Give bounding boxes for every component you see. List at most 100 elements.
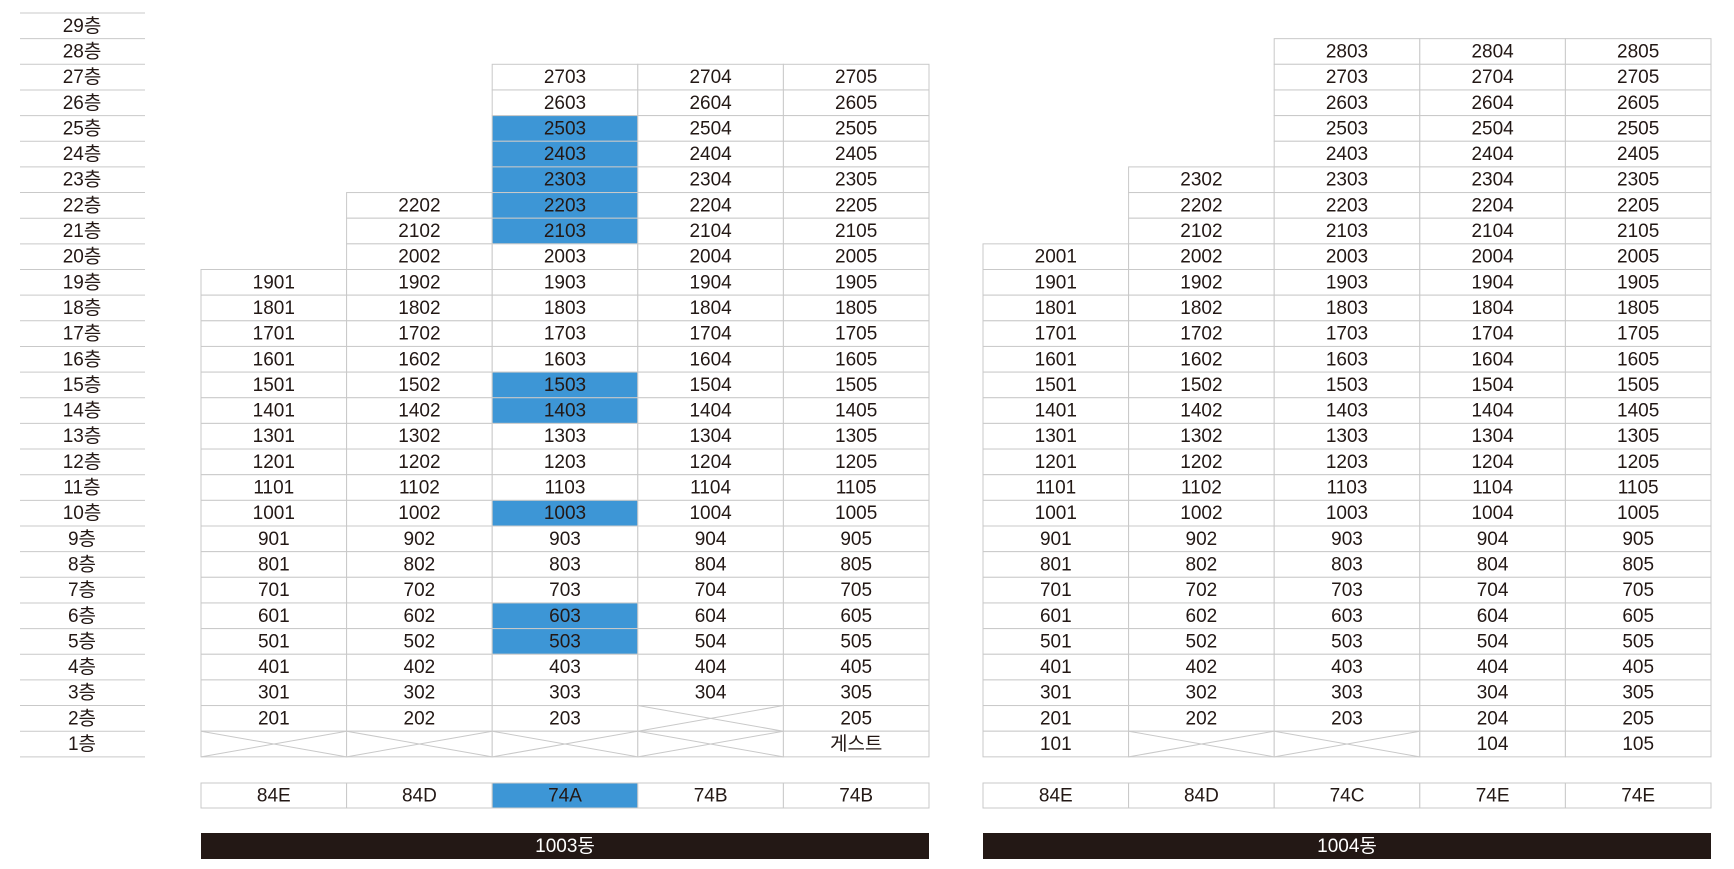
unit-cell (200, 448, 348, 476)
unit-cell (982, 628, 1130, 655)
unit-cell (1273, 140, 1421, 168)
unit-label: 405 (840, 657, 872, 678)
unit-label: 1303 (1326, 426, 1368, 447)
floor-label: 17층 (63, 323, 102, 345)
unit-label: 1502 (398, 375, 440, 396)
unit-label: 1601 (253, 349, 295, 370)
unit-cell (491, 217, 639, 245)
unit-label: 1501 (1035, 375, 1077, 396)
unit-label: 2504 (1471, 118, 1514, 139)
unit-cell (1128, 192, 1275, 219)
type-cell (1419, 782, 1566, 809)
unit-cell (637, 269, 784, 296)
unit-label: 304 (1477, 683, 1509, 704)
unit-label: 1202 (398, 452, 440, 473)
unit-label: 1603 (544, 349, 586, 370)
unit-cell (637, 320, 784, 347)
unit-cell (1564, 653, 1712, 681)
unit-label: 301 (1040, 683, 1072, 704)
unit-label: 1005 (835, 503, 877, 524)
unit-label: 1801 (253, 298, 295, 319)
unit-label: 1702 (1180, 324, 1222, 345)
unit-cell (1419, 602, 1566, 630)
unit-cell (1419, 115, 1566, 142)
unit-cell (346, 192, 493, 219)
floor-label: 9층 (68, 528, 96, 550)
unit-cell (1419, 243, 1566, 271)
unit-label: 705 (1622, 580, 1654, 601)
unit-label: 1103 (545, 478, 586, 499)
unit-cell (782, 371, 930, 399)
unit-label: 1705 (1617, 324, 1659, 345)
unit-label: 1804 (689, 298, 732, 319)
unit-cell (1273, 243, 1421, 271)
unit-label: 1204 (689, 452, 732, 473)
unit-label: 1203 (1326, 452, 1368, 473)
type-label: 84D (1184, 786, 1219, 807)
unit-label: 902 (404, 529, 436, 550)
unit-cell (200, 576, 348, 604)
floor-label: 29층 (63, 15, 102, 37)
floor-label: 2층 (68, 707, 96, 729)
unit-label: 504 (1477, 631, 1509, 652)
unit-label: 1405 (835, 401, 877, 422)
unit-cell (1128, 474, 1275, 501)
unit-cell (1419, 320, 1566, 347)
unit-label: 2404 (689, 144, 732, 165)
unit-label: 601 (1040, 606, 1072, 627)
unit-label: 2303 (544, 170, 586, 191)
unit-cell (1273, 653, 1421, 681)
unit-cell (1419, 551, 1566, 578)
unit-label: 2403 (1326, 144, 1368, 165)
unit-label: 703 (549, 580, 581, 601)
unit-cell (200, 551, 348, 578)
unit-cell (1419, 63, 1566, 91)
type-cell (346, 782, 493, 809)
unit-label: 2705 (1617, 67, 1659, 88)
unit-cell (637, 115, 784, 142)
unit-label: 1801 (1035, 298, 1077, 319)
unit-label: 2403 (544, 144, 586, 165)
floor-label: 25층 (63, 117, 102, 139)
unit-cell (491, 89, 639, 117)
unit-cell (982, 345, 1130, 373)
unit-label: 1002 (398, 503, 440, 524)
unit-label: 1004 (689, 503, 732, 524)
unit-label: 1503 (1326, 375, 1368, 396)
unit-label: 2205 (835, 195, 877, 216)
unit-label: 805 (1622, 554, 1654, 575)
unit-label: 604 (695, 606, 727, 627)
unit-cell (346, 294, 493, 322)
floor-label: 26층 (63, 92, 102, 114)
unit-label: 2204 (1471, 195, 1514, 216)
unit-label: 302 (1186, 683, 1218, 704)
unit-label: 602 (1186, 606, 1218, 627)
unit-cell (637, 217, 784, 245)
unit-label: 802 (404, 554, 436, 575)
unit-label: 402 (404, 657, 436, 678)
unit-label: 404 (695, 657, 727, 678)
unit-label: 1905 (835, 272, 877, 293)
unit-cell (637, 576, 784, 604)
unit-label: 305 (1622, 683, 1654, 704)
type-label: 74B (839, 786, 873, 807)
unit-label: 905 (1622, 529, 1654, 550)
cross-line (637, 705, 784, 732)
unit-label: 2703 (544, 67, 586, 88)
unit-label: 1201 (1035, 452, 1077, 473)
unit-cell (1419, 448, 1566, 476)
unit-label: 2203 (1326, 195, 1368, 216)
unit-label: 2102 (1180, 221, 1222, 242)
unit-label: 2605 (1617, 93, 1659, 114)
unit-cell (1128, 294, 1275, 322)
unit-cell (1128, 320, 1275, 347)
unit-label: 803 (549, 554, 581, 575)
unit-label: 1802 (398, 298, 440, 319)
unit-cell (346, 269, 493, 296)
unit-cell (346, 705, 493, 732)
unit-cell (982, 679, 1130, 707)
floor-label: 24층 (63, 143, 102, 165)
unit-label: 2405 (1617, 144, 1659, 165)
unit-cell (782, 576, 930, 604)
